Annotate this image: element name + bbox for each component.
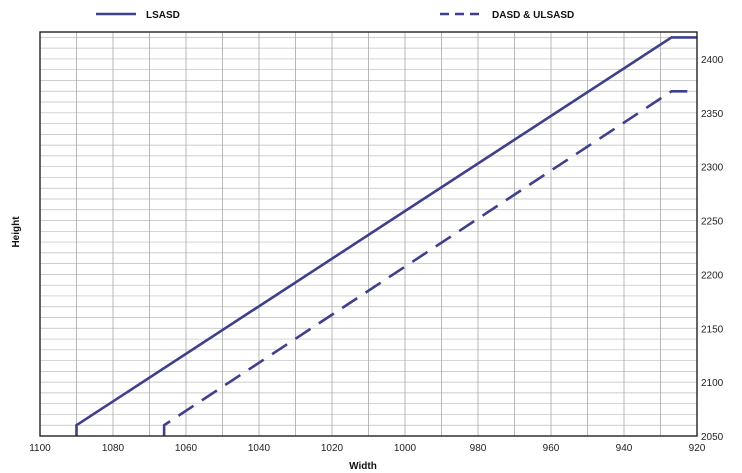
x-tick-label: 1020 xyxy=(321,443,344,454)
grid xyxy=(40,32,697,436)
x-tick-label: 1080 xyxy=(102,443,125,454)
x-tick-label: 1100 xyxy=(29,443,51,454)
y-tick-label: 2300 xyxy=(701,163,724,174)
legend-label-dasd-ulsasd: DASD & ULSASD xyxy=(492,10,574,21)
x-tick-label: 1060 xyxy=(175,443,198,454)
plot-frame xyxy=(39,31,698,437)
y-tick-labels: 2050 2100 2150 2200 2250 2300 2350 2400 xyxy=(701,55,724,443)
series-line-0 xyxy=(75,36,697,436)
x-tick-label: 960 xyxy=(543,443,560,454)
series-layer xyxy=(75,36,697,436)
x-tick-label: 1000 xyxy=(394,443,417,454)
y-tick-label: 2400 xyxy=(701,55,724,66)
series-line-1 xyxy=(162,90,697,436)
x-axis-label: Width xyxy=(349,461,377,472)
y-tick-label: 2350 xyxy=(701,109,724,120)
x-tick-label: 980 xyxy=(470,443,487,454)
legend-label-lsasd: LSASD xyxy=(146,10,180,21)
x-tick-label: 1040 xyxy=(248,443,271,454)
x-tick-label: 920 xyxy=(689,443,706,454)
y-axis-label: Height xyxy=(11,216,22,248)
y-tick-label: 2050 xyxy=(701,432,724,443)
y-tick-label: 2200 xyxy=(701,270,724,281)
y-tick-label: 2250 xyxy=(701,217,724,228)
y-tick-label: 2100 xyxy=(701,378,724,389)
legend: LSASD DASD & ULSASD xyxy=(96,10,574,21)
y-tick-label: 2150 xyxy=(701,324,724,335)
x-tick-labels: 1100 1080 1060 1040 1020 1000 980 960 940 920 xyxy=(29,443,706,454)
x-tick-label: 940 xyxy=(616,443,633,454)
